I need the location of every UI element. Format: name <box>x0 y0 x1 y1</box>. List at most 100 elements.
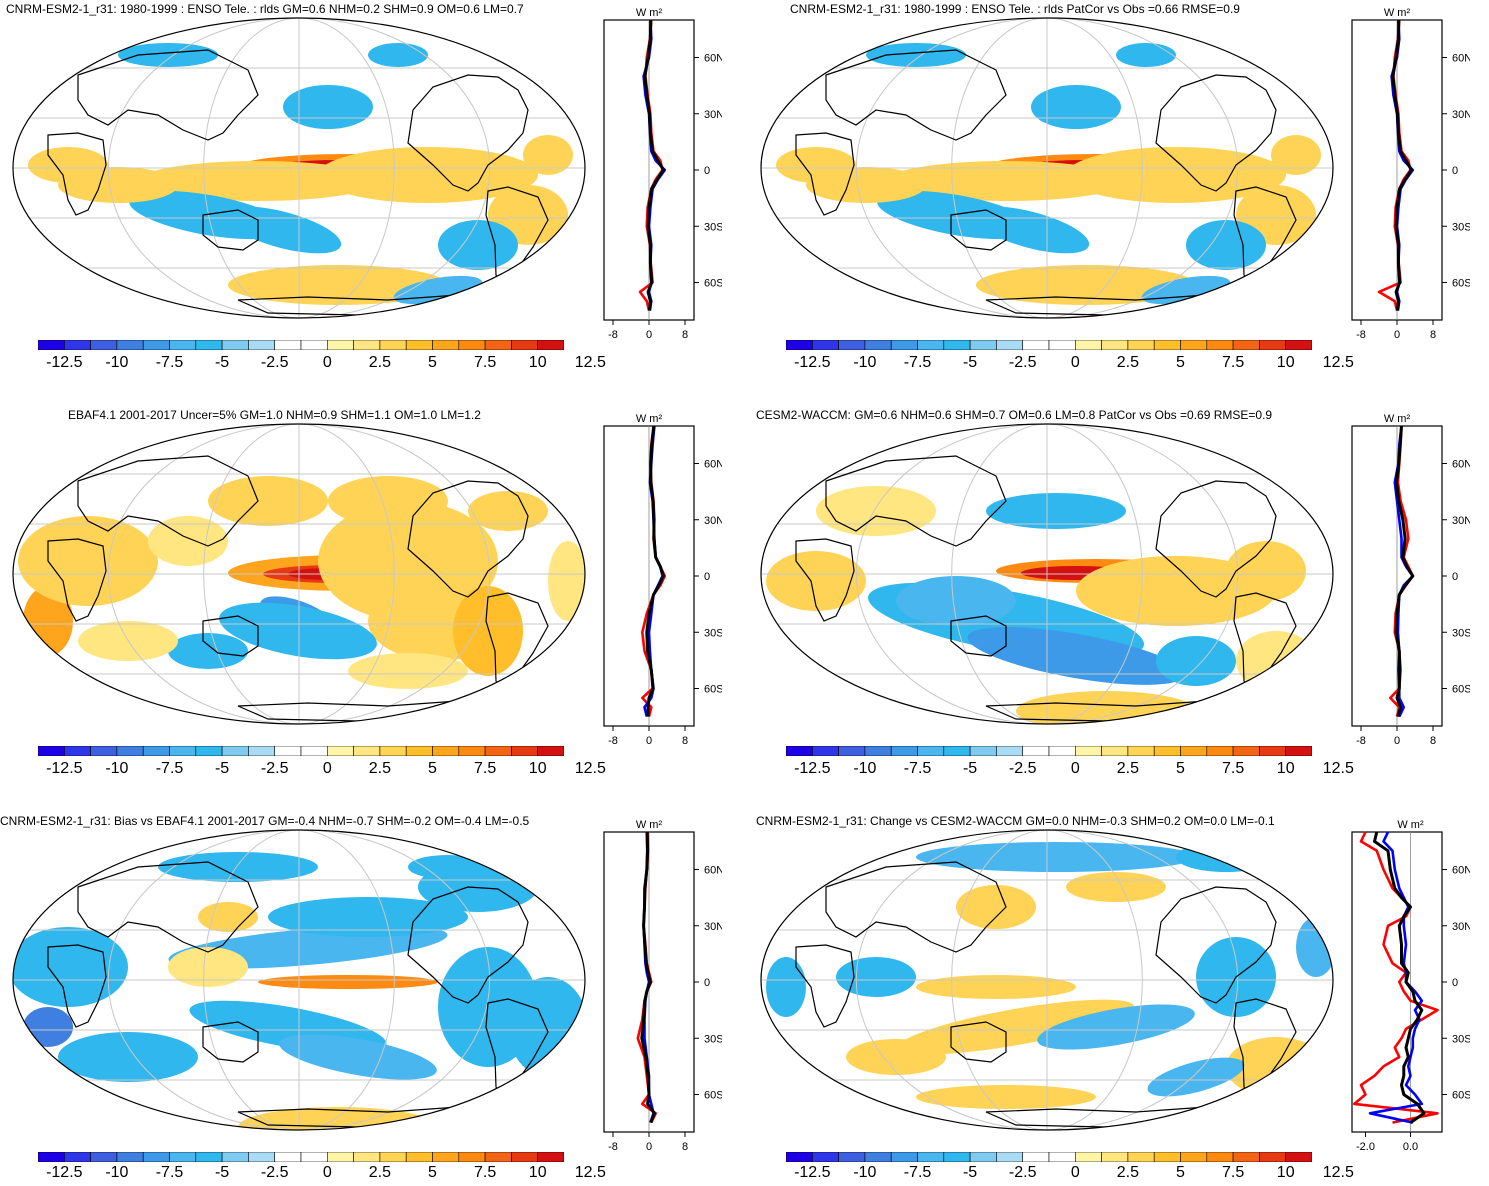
coastline <box>47 538 107 622</box>
colorbar-swatch <box>38 1152 65 1162</box>
x-tick-label: 8 <box>1430 329 1436 341</box>
anomaly-region <box>1116 43 1176 67</box>
anomaly-region <box>228 265 448 305</box>
lat-tick-label: 60N <box>704 865 722 877</box>
colorbar-swatch <box>969 1152 997 1162</box>
lat-tick-label: 30N <box>704 515 722 527</box>
colorbar-label: 10 <box>528 1164 547 1181</box>
coastline <box>47 944 107 1028</box>
colorbar-swatch <box>969 746 997 756</box>
colorbar-swatch <box>300 1152 328 1162</box>
longitude-line <box>1046 830 1239 1130</box>
colorbar-label: -12.5 <box>794 1164 831 1181</box>
units-label: W m² <box>1384 413 1411 425</box>
anomaly-region <box>393 275 483 305</box>
anomaly-region <box>168 947 248 987</box>
anomaly-region <box>976 265 1196 305</box>
colorbar-labels: -12.5 -10 -7.5 -5 -2.5 0 2.5 5 7.5 10 12.5 <box>38 760 606 782</box>
anomaly-region <box>986 493 1126 529</box>
anomaly-region <box>453 586 523 676</box>
colorbar-swatch <box>1153 340 1181 350</box>
colorbar-swatch <box>326 340 354 350</box>
series-line-all <box>643 19 665 311</box>
colorbar-swatch <box>484 1152 512 1162</box>
colorbar-swatch <box>458 340 486 350</box>
colorbar-label: 0 <box>1070 760 1080 777</box>
longitude-line <box>298 830 395 1130</box>
colorbar-swatch <box>786 340 813 350</box>
colorbar-label: 7.5 <box>473 1164 497 1181</box>
colorbar-label: 10 <box>1276 1164 1295 1181</box>
colorbar-label: 12.5 <box>1322 760 1354 777</box>
colorbar-label: 5 <box>1176 354 1185 371</box>
colorbar-swatch <box>1048 340 1076 350</box>
series-line-land <box>1368 831 1424 1124</box>
colorbar-label: 5 <box>428 354 437 371</box>
coastline <box>407 886 529 1004</box>
colorbar-swatch <box>458 746 486 756</box>
colorbar-label: -5 <box>214 354 230 371</box>
x-tick-label: 0 <box>1394 735 1400 747</box>
colorbar-labels: -12.5 -10 -7.5 -5 -2.5 0 2.5 5 7.5 10 12.5 <box>786 354 1354 376</box>
colorbar-label: -12.5 <box>794 354 831 371</box>
anomaly-region <box>368 43 428 67</box>
anomaly-region <box>18 516 158 606</box>
coastline <box>77 455 259 547</box>
longitude-line <box>107 424 300 724</box>
anomaly-region <box>1271 135 1321 175</box>
panel-title: CNRM-ESM2-1_r31: Change vs CESM2-WACCM G… <box>756 814 1275 828</box>
anomaly-region <box>408 855 488 879</box>
longitude-line <box>298 830 491 1130</box>
anomaly-region <box>548 541 585 621</box>
anomaly-region <box>198 902 258 932</box>
map-border <box>12 423 586 725</box>
longitude-line <box>855 18 1048 318</box>
colorbar-label: 12.5 <box>1322 1164 1354 1181</box>
colorbar-swatch <box>484 746 512 756</box>
colorbar-label: 2.5 <box>368 1164 392 1181</box>
anomaly-region <box>523 135 573 175</box>
colorbar-swatch <box>38 746 65 756</box>
x-tick-label: 0 <box>646 1141 652 1153</box>
colorbar-label: -2.5 <box>1008 354 1037 371</box>
coastline <box>825 861 1007 953</box>
colorbar-swatch <box>811 1152 839 1162</box>
colorbar-label: -12.5 <box>46 760 83 777</box>
lat-tick-label: 60N <box>704 53 722 65</box>
colorbar-label: 0 <box>1070 354 1080 371</box>
panel: CESM2-WACCM: GM=0.6 NHM=0.6 SHM=0.7 OM=0… <box>748 406 1489 796</box>
lat-tick-label: 30S <box>704 1033 722 1045</box>
colorbar-label: -12.5 <box>46 354 83 371</box>
colorbar-label: -7.5 <box>903 354 932 371</box>
coastline <box>202 1021 259 1063</box>
lat-tick-label: 30S <box>1452 627 1470 639</box>
longitude-line <box>951 424 1048 724</box>
lat-tick-label: 60N <box>1452 459 1470 471</box>
colorbar-swatch <box>1153 1152 1181 1162</box>
colorbar-label: -10 <box>105 760 129 777</box>
colorbar-swatch <box>1127 340 1155 350</box>
longitude-line <box>107 18 300 318</box>
zonal-profile: W m² 60N 30N 0 30S 60S -8 0 8 <box>603 413 722 747</box>
colorbar-swatch <box>838 340 866 350</box>
map <box>12 17 586 319</box>
series-line-all <box>1391 19 1413 311</box>
anomaly-region <box>776 147 856 183</box>
coastline <box>950 615 1007 657</box>
lat-tick-label: 30N <box>1452 109 1470 121</box>
anomaly-region <box>348 653 468 689</box>
x-tick-label: 8 <box>1430 735 1436 747</box>
colorbar-swatch <box>1101 746 1129 756</box>
colorbar-swatch <box>511 746 538 756</box>
colorbar-swatch <box>943 1152 971 1162</box>
anomaly-region <box>916 975 1076 999</box>
anomaly-region <box>1031 85 1121 129</box>
anomaly-region <box>897 999 1135 1055</box>
anomaly-region <box>846 1039 946 1075</box>
colorbar-swatch <box>1232 340 1260 350</box>
coastline <box>407 74 529 192</box>
colorbar-label: -7.5 <box>155 354 184 371</box>
colorbar-swatch <box>63 340 91 350</box>
colorbar <box>786 746 1312 756</box>
panel: CNRM-ESM2-1_r31: 1980-1999 : ENSO Tele. … <box>748 0 1489 390</box>
